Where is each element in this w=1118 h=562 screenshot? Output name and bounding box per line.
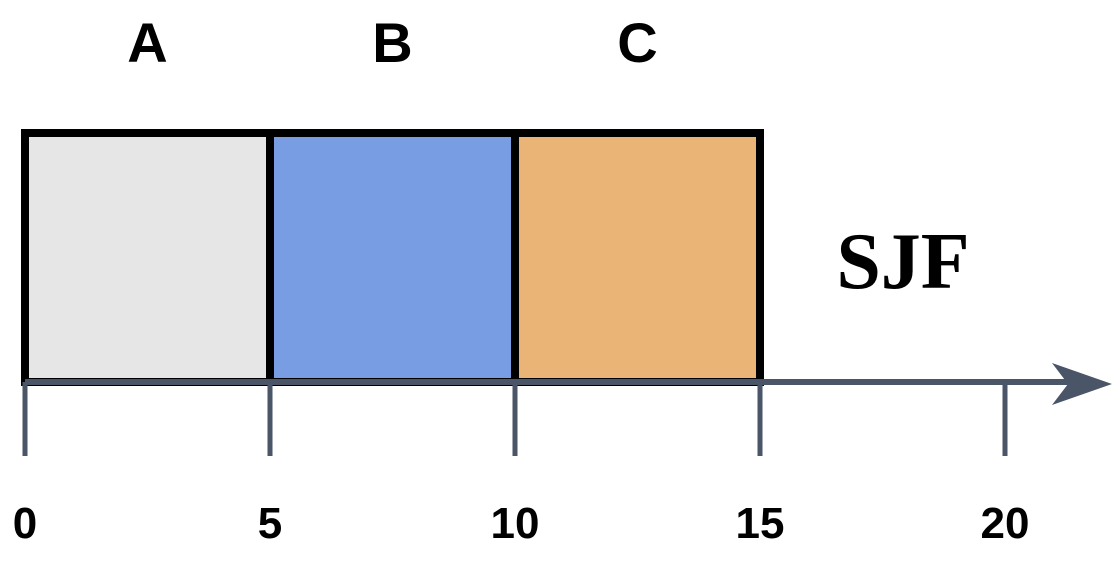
tick-labels: 0 5 10 15 20	[13, 499, 1030, 548]
tick-label-20: 20	[981, 499, 1030, 548]
tick-label-5: 5	[258, 499, 282, 548]
tick-label-15: 15	[736, 499, 785, 548]
tick-label-10: 10	[491, 499, 540, 548]
job-block-a	[21, 129, 274, 386]
job-blocks	[21, 129, 764, 386]
time-axis	[22, 363, 1112, 456]
job-block-b	[266, 129, 519, 386]
axis-arrowhead-icon	[1052, 363, 1112, 405]
job-label-a: A	[127, 11, 167, 74]
job-label-b: B	[372, 11, 412, 74]
tick-label-0: 0	[13, 499, 37, 548]
job-label-c: C	[617, 11, 657, 74]
job-labels: A B C	[127, 11, 657, 74]
job-block-c	[511, 129, 764, 386]
policy-label: SJF	[836, 218, 969, 306]
